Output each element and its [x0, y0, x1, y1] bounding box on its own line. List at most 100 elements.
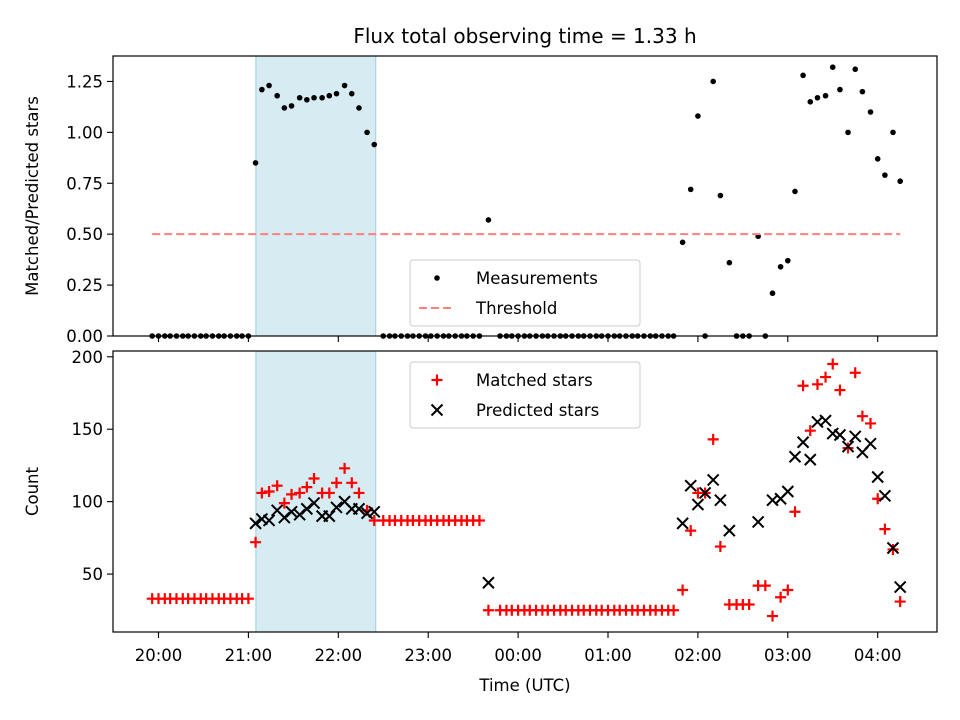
- legend-label: Matched stars: [476, 371, 593, 390]
- measurement-point: [687, 186, 694, 193]
- measurement-point: [266, 82, 272, 89]
- measurement-point: [341, 82, 348, 89]
- predicted-stars-point: [323, 509, 336, 523]
- predicted-stars-point: [788, 450, 802, 463]
- matched-stars-point: [789, 506, 801, 518]
- measurement-point: [326, 92, 333, 99]
- x-tick-label: 23:00: [404, 646, 452, 665]
- matched-stars-point: [849, 367, 861, 379]
- measurement-point: [792, 188, 798, 195]
- legend-box: [409, 361, 641, 429]
- predicted-stars-point: [285, 505, 298, 518]
- predicted-stars-point: [781, 485, 795, 498]
- legend-label: Measurements: [476, 269, 598, 288]
- x-tick-label: 03:00: [764, 646, 812, 665]
- top-legend: Measurements Threshold: [409, 259, 641, 327]
- measurement-point: [814, 94, 821, 101]
- x-tick-label: 01:00: [584, 646, 632, 665]
- matched-stars-point: [677, 584, 689, 596]
- bottom-legend: Matched stars Predicted stars: [409, 361, 641, 429]
- top-axis-ticks: 0.00 0.25 0.50 0.75 1.00 1.25: [66, 72, 879, 346]
- legend-label: Threshold: [475, 299, 557, 318]
- y-tick-label: 1.25: [66, 72, 103, 91]
- matched-stars-point: [482, 604, 494, 616]
- y-tick-label: 0.50: [66, 225, 103, 244]
- y-tick-label: 50: [82, 565, 103, 584]
- matched-stars-point: [242, 593, 254, 605]
- x-tick-label: 02:00: [674, 646, 722, 665]
- predicted-stars-point: [878, 489, 892, 503]
- matched-stars-point: [865, 417, 877, 429]
- predicted-legend-marker: [430, 403, 444, 417]
- matched-stars-point: [271, 480, 283, 492]
- measurement-point: [281, 105, 288, 111]
- top-y-axis-label: Matched/Predicted stars: [23, 96, 42, 296]
- x-tick-label: 22:00: [315, 646, 363, 665]
- measurement-point: [319, 94, 325, 101]
- measurement-point: [710, 78, 716, 85]
- observing-window-shade: [255, 55, 377, 337]
- matched-stars-point: [879, 523, 891, 535]
- matched-stars-point: [339, 462, 351, 474]
- measurement-point: [890, 129, 896, 136]
- matched-stars-point: [827, 358, 839, 370]
- measurement-point: [679, 239, 686, 246]
- measurement-point: [717, 192, 724, 199]
- predicted-stars-point: [691, 498, 705, 511]
- matched-stars-point: [346, 477, 358, 489]
- measurement-point: [304, 96, 310, 103]
- matched-stars-point: [834, 384, 846, 396]
- measurement-point: [807, 99, 814, 105]
- predicted-stars-point: [849, 430, 862, 443]
- matched-stars-point: [856, 410, 868, 422]
- measurement-point: [882, 172, 888, 178]
- measurement-point: [785, 257, 791, 264]
- legend-box: [409, 259, 641, 327]
- matched-stars-point: [286, 488, 298, 500]
- measurement-point: [288, 103, 295, 109]
- matched-stars-point: [301, 481, 313, 493]
- matched-stars-point: [759, 580, 771, 592]
- chart-title: Flux total observing time = 1.33 h: [353, 24, 696, 48]
- predicted-stars-point: [723, 524, 736, 537]
- predicted-stars-point: [833, 428, 847, 442]
- matched-stars-point: [767, 610, 779, 622]
- matched-stars-point: [308, 472, 320, 484]
- measurement-point: [695, 113, 701, 119]
- matched-stars-point: [707, 433, 719, 445]
- matched-stars-point: [685, 525, 697, 537]
- predicted-stars-point: [841, 440, 855, 453]
- bottom-axes-frame: [112, 350, 938, 633]
- measurement-point: [356, 105, 362, 111]
- matched-stars-point: [263, 486, 275, 497]
- predicted-stars-point: [352, 502, 366, 516]
- predicted-stars-point: [482, 576, 495, 589]
- matched-stars-point: [256, 487, 268, 499]
- predicted-stars-point: [751, 515, 765, 529]
- predicted-stars-point: [886, 541, 900, 555]
- matched-stars-point: [743, 598, 755, 610]
- measurement-point: [777, 263, 784, 270]
- predicted-stars-point: [249, 517, 262, 530]
- bottom-y-axis-label: Count: [23, 466, 42, 516]
- measurement-point: [333, 90, 340, 97]
- top-panel: 0.00 0.25 0.50 0.75 1.00 1.25 Matched/Predict…: [23, 55, 938, 346]
- measurement-point: [274, 92, 280, 99]
- measurement-point: [874, 156, 881, 162]
- matched-stars-point: [294, 487, 306, 499]
- legend-label: Predicted stars: [476, 401, 599, 420]
- measurement-point: [769, 290, 776, 297]
- predicted-stars-point: [698, 486, 712, 500]
- matched-stars-point: [820, 371, 832, 383]
- predicted-stars-point: [871, 470, 884, 484]
- predicted-stars-point: [819, 414, 832, 427]
- predicted-stars-point: [262, 514, 276, 527]
- matched-stars-point: [811, 378, 823, 390]
- measurement-point: [296, 94, 303, 101]
- measurement-point: [829, 64, 836, 70]
- matched-stars-point: [887, 543, 899, 555]
- matched-stars-point: [894, 596, 906, 608]
- measurement-point: [259, 86, 265, 93]
- predicted-stars-point: [893, 580, 907, 594]
